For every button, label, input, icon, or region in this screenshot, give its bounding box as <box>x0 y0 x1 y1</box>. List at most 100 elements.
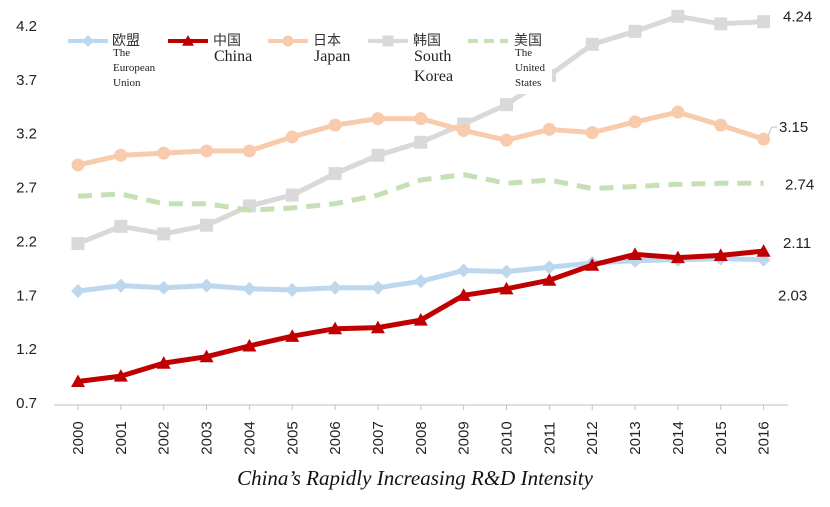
x-tick-label: 2004 <box>241 421 258 454</box>
x-tick-label: 2006 <box>327 421 344 454</box>
data-label-eu: 2.03 <box>778 288 807 305</box>
y-tick-label: 3.2 <box>16 126 37 143</box>
y-tick-label: 0.7 <box>16 395 37 412</box>
china-marker <box>456 288 471 301</box>
korea-marker <box>671 9 685 23</box>
legend-label-japan: Japan <box>314 48 350 65</box>
eu-marker <box>499 264 514 279</box>
x-tick-label: 2000 <box>70 421 87 454</box>
y-tick-label: 1.7 <box>16 287 37 304</box>
china-marker <box>670 250 685 264</box>
eu-marker <box>413 274 428 289</box>
eu-marker <box>156 280 171 295</box>
china-marker <box>542 273 557 286</box>
korea-marker <box>414 135 428 149</box>
y-tick-label: 3.7 <box>16 72 37 89</box>
eu-marker <box>199 278 214 293</box>
japan-marker <box>71 158 85 172</box>
x-axis: 2000 2001 2002 2003 2004 2005 2006 2007 2008 2009… <box>70 405 773 455</box>
legend-backdrop <box>312 24 362 64</box>
x-tick-label: 2003 <box>199 421 216 454</box>
eu-marker <box>113 278 128 293</box>
x-tick-label: 2014 <box>670 421 687 454</box>
legend-label-us: The <box>515 47 532 59</box>
series-china <box>71 244 771 388</box>
china-marker <box>713 248 728 262</box>
chart-title: China’s Rapidly Increasing R&D Intensity <box>237 466 593 490</box>
china-marker <box>71 374 85 388</box>
china-marker <box>370 320 385 334</box>
end-label-leader-japan <box>767 126 777 138</box>
y-tick-label: 1.2 <box>16 341 37 358</box>
series-us <box>77 172 764 213</box>
x-tick-label: 2013 <box>627 421 644 454</box>
eu-marker <box>756 252 771 267</box>
x-tick-label: 2007 <box>370 421 387 454</box>
data-label-china: 2.11 <box>783 235 811 252</box>
legend-label-korea: Korea <box>414 68 453 85</box>
japan-marker <box>242 144 256 158</box>
x-tick-label: 2010 <box>499 421 516 454</box>
legend-label-china: China <box>214 48 252 65</box>
japan-marker <box>757 132 771 146</box>
data-label-us: 2.74 <box>785 176 814 193</box>
legend-backdrop <box>108 24 166 102</box>
legend-label-cn-japan: 日本 <box>313 33 341 49</box>
legend-label-us: United <box>515 62 545 74</box>
japan-marker <box>414 112 428 126</box>
japan-marker <box>628 115 642 129</box>
china-marker <box>285 329 300 342</box>
eu-marker <box>328 280 343 295</box>
x-tick-label: 2012 <box>584 421 601 454</box>
korea-marker <box>371 148 385 162</box>
china-marker <box>585 258 600 271</box>
korea-marker <box>757 15 771 29</box>
japan-marker <box>114 148 128 162</box>
japan-marker <box>285 130 299 144</box>
japan-marker <box>200 144 214 158</box>
series-layer <box>71 9 771 388</box>
legend-label-cn-china: 中国 <box>213 33 241 49</box>
japan-marker <box>157 146 171 160</box>
korea-marker <box>285 188 299 202</box>
korea-marker <box>328 167 342 181</box>
x-tick-label: 2008 <box>413 421 430 454</box>
series-line-us <box>77 172 764 213</box>
series-japan <box>71 105 771 172</box>
y-axis: 0.7 1.2 1.7 2.2 2.7 3.2 3.7 4.2 <box>16 18 37 412</box>
eu-marker <box>82 35 94 47</box>
legend-backdrop <box>210 24 268 64</box>
korea-marker <box>714 17 728 31</box>
korea-marker <box>157 227 171 241</box>
japan-marker <box>282 35 294 47</box>
legend-label-us: States <box>515 77 541 89</box>
korea-marker <box>500 98 513 112</box>
x-tick-label: 2016 <box>756 421 773 454</box>
japan-marker <box>371 112 385 126</box>
china-marker <box>182 35 194 46</box>
legend-label-eu: The <box>113 47 130 59</box>
eu-marker <box>285 282 300 297</box>
x-tick-label: 2009 <box>456 421 473 454</box>
legend-label-korea: South <box>414 48 451 65</box>
china-marker <box>499 281 514 295</box>
korea-marker <box>114 219 128 233</box>
china-marker <box>156 356 171 369</box>
legend-backdrop <box>410 24 466 86</box>
data-label-korea: 4.24 <box>783 9 812 26</box>
japan-marker <box>457 123 471 137</box>
data-label-japan: 3.15 <box>779 119 808 136</box>
china-marker <box>328 321 343 335</box>
legend-label-eu: European <box>113 62 156 74</box>
china-marker <box>628 247 643 260</box>
x-tick-label: 2015 <box>713 421 730 454</box>
x-tick-label: 2005 <box>284 421 301 454</box>
legend-label-cn-eu: 欧盟 <box>112 33 140 49</box>
korea-marker <box>628 24 642 38</box>
x-tick-label: 2002 <box>156 421 173 454</box>
x-tick-label: 2001 <box>113 421 130 454</box>
eu-marker <box>71 283 85 298</box>
